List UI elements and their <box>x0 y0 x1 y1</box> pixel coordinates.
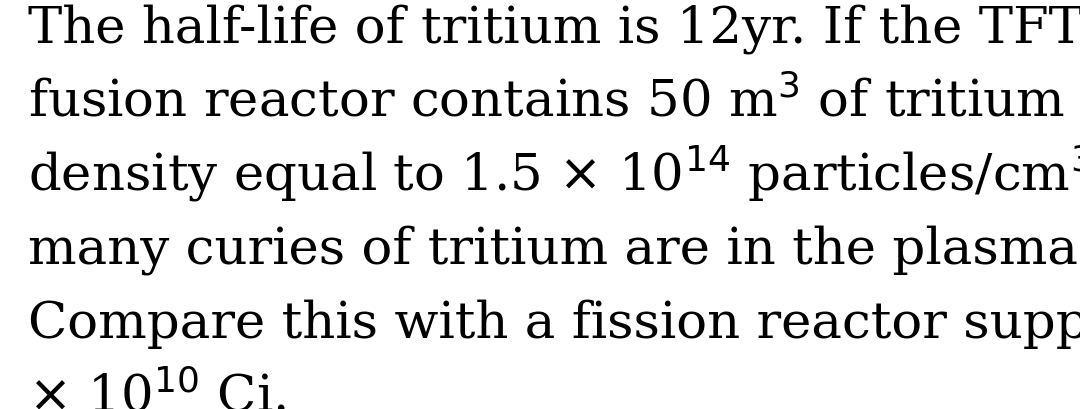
Text: $\times$ 10$^{10}$ Ci.: $\times$ 10$^{10}$ Ci. <box>28 371 286 409</box>
Text: Compare this with a fission reactor supply of 4: Compare this with a fission reactor supp… <box>28 299 1080 349</box>
Text: many curies of tritium are in the plasma?: many curies of tritium are in the plasma… <box>28 225 1080 275</box>
Text: fusion reactor contains 50 m$^3$ of tritium at a: fusion reactor contains 50 m$^3$ of trit… <box>28 76 1080 128</box>
Text: density equal to 1.5 $\times$ 10$^{14}$ particles/cm$^3$, how: density equal to 1.5 $\times$ 10$^{14}$ … <box>28 142 1080 204</box>
Text: The half-life of tritium is 12yr. If the TFTR: The half-life of tritium is 12yr. If the… <box>28 4 1080 54</box>
